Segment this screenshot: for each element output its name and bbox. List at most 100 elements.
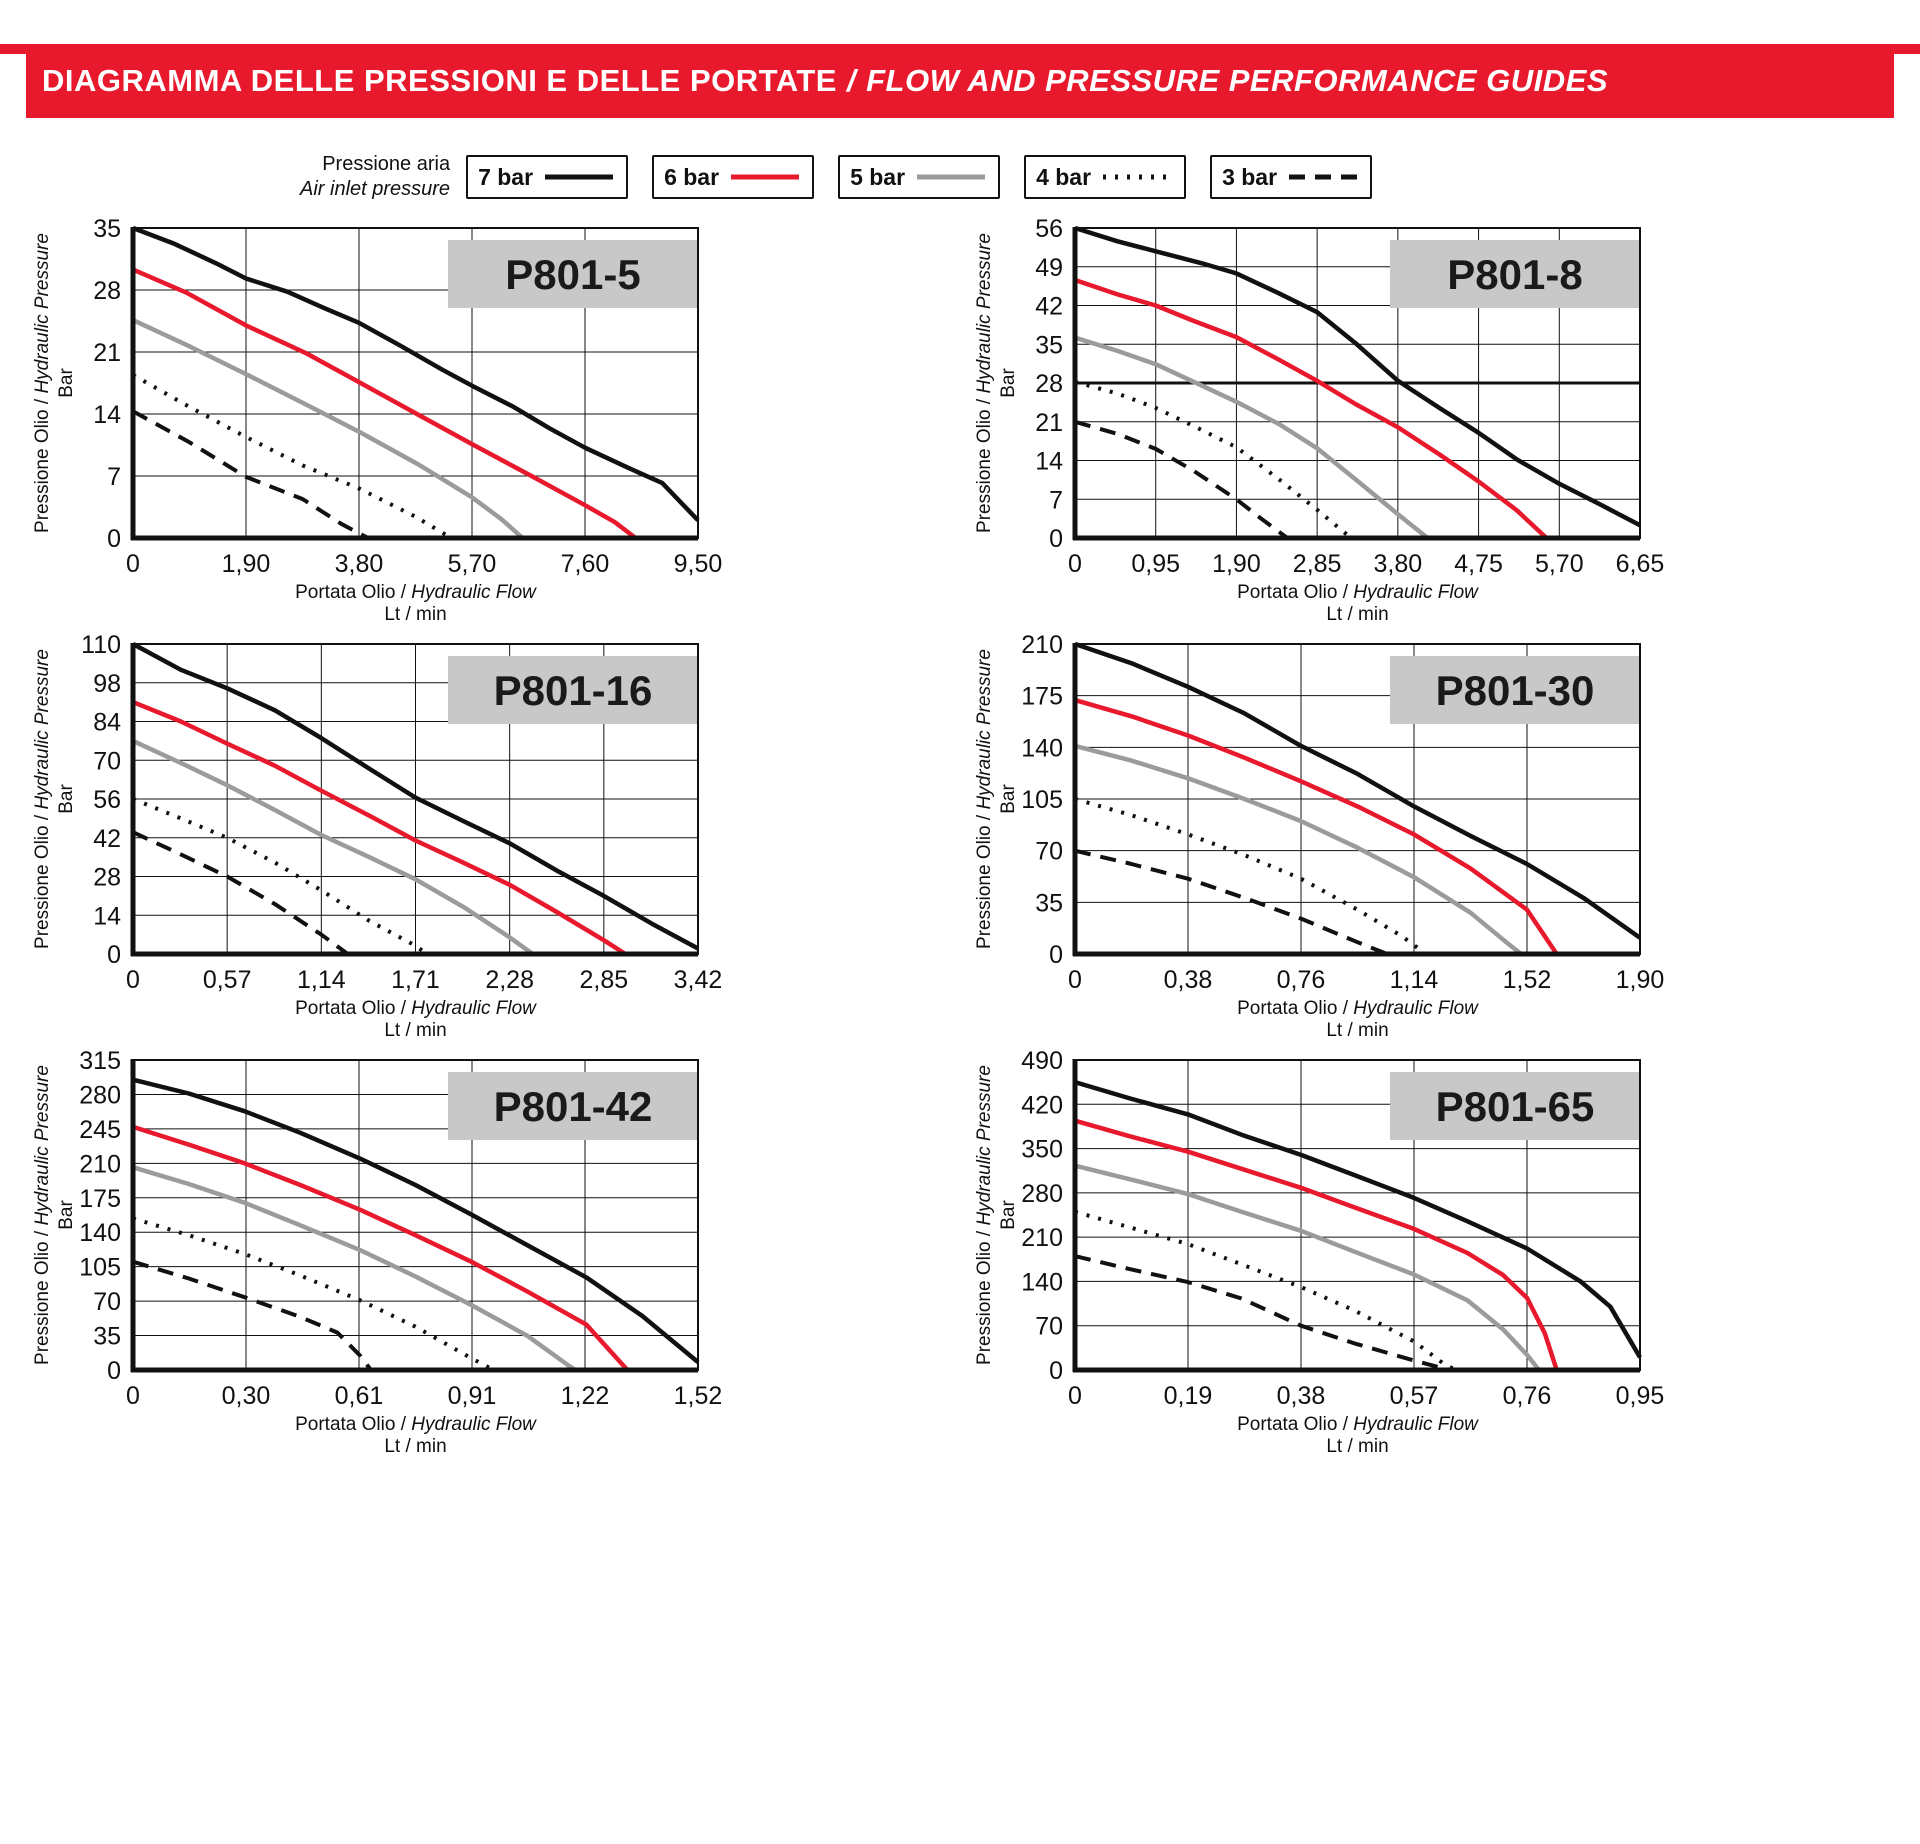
legend-item-label: 3 bar — [1222, 163, 1278, 190]
x-tick-labels: 0 0,30 0,61 0,91 1,22 1,52 — [126, 1382, 722, 1410]
y-axis-label: Pressione Olio / Hydraulic Pressure — [32, 233, 53, 533]
series-7-bar — [132, 1077, 700, 1364]
x-axis-label: Portata Olio / Hydraulic Flow — [1237, 1414, 1479, 1435]
y-axis-unit: Bar — [56, 368, 77, 398]
svg-text:4,75: 4,75 — [1454, 550, 1503, 578]
chart-canvas-p801-5: P801-5 35 28 21 14 7 00 1,90 3,80 5,70 7,60 9,50 Por… — [32, 216, 722, 625]
series-4-bar — [1074, 1209, 1457, 1372]
series-3-bar — [1074, 848, 1388, 956]
svg-text:0: 0 — [126, 966, 140, 994]
svg-text:0,95: 0,95 — [1131, 550, 1180, 578]
svg-text:28: 28 — [1035, 370, 1063, 398]
svg-text:2,28: 2,28 — [485, 966, 534, 994]
svg-text:0: 0 — [1068, 966, 1082, 994]
legend-item-4-bar: 4 bar — [1024, 155, 1187, 199]
legend-item-3-bar: 3 bar — [1210, 155, 1373, 199]
svg-text:70: 70 — [1035, 1313, 1063, 1341]
svg-text:7: 7 — [107, 463, 121, 491]
svg-text:2,85: 2,85 — [579, 966, 628, 994]
y-axis-label: Pressione Olio / Hydraulic Pressure — [32, 1065, 53, 1365]
chart-title-box — [448, 240, 698, 308]
svg-text:110: 110 — [81, 632, 121, 659]
svg-text:35: 35 — [93, 1323, 121, 1351]
series-4-bar — [1074, 797, 1428, 956]
svg-text:105: 105 — [1021, 786, 1063, 814]
chart-p801-16: P801-16 110 98 84 70 56 42 28 14 0 0 0,57 1,14 1,71 2,… — [18, 632, 960, 1044]
svg-text:56: 56 — [1035, 216, 1063, 243]
svg-text:6,65: 6,65 — [1616, 550, 1665, 578]
svg-text:1,52: 1,52 — [1503, 966, 1552, 994]
svg-text:1,90: 1,90 — [1212, 550, 1261, 578]
svg-text:0: 0 — [1068, 1382, 1082, 1410]
chart-p801-42: P801-42 315 280 245 210 175 140 105 70 35 0 0 0,30 0,… — [18, 1048, 960, 1460]
y-axis-label: Pressione Olio / Hydraulic Pressure — [32, 649, 53, 949]
series-6-bar — [1074, 697, 1559, 956]
chart-canvas-p801-16: P801-16 110 98 84 70 56 42 28 14 00 0,57 1,14 1,71 2,… — [32, 632, 723, 1041]
series-7-bar — [1074, 1079, 1642, 1359]
svg-text:210: 210 — [79, 1150, 121, 1178]
series-3-bar — [1074, 419, 1289, 540]
y-axis-unit: Bar — [998, 368, 1019, 398]
svg-text:1,71: 1,71 — [391, 966, 440, 994]
svg-text:49: 49 — [1035, 254, 1063, 282]
svg-text:315: 315 — [79, 1048, 121, 1075]
title-separator: / — [846, 63, 857, 98]
chart-title: P801-65 — [1436, 1083, 1595, 1130]
series-5-bar — [1074, 743, 1523, 956]
x-axis-label: Portata Olio / Hydraulic Flow — [295, 998, 537, 1019]
svg-text:35: 35 — [1035, 889, 1063, 917]
y-axis-label: Pressione Olio / Hydraulic Pressure — [974, 233, 995, 533]
svg-text:175: 175 — [79, 1185, 121, 1213]
svg-text:1,14: 1,14 — [297, 966, 346, 994]
svg-text:175: 175 — [1021, 683, 1063, 711]
svg-text:0,19: 0,19 — [1164, 1382, 1213, 1410]
chart-p801-30: P801-30 210 175 140 105 70 35 0 0 0,38 0,76 1,14 1,5… — [960, 632, 1902, 1044]
chart-title: P801-8 — [1447, 251, 1582, 298]
series-6-bar — [1074, 1118, 1559, 1371]
y-tick-labels: 110 98 84 70 56 42 28 14 0 — [81, 632, 121, 969]
x-axis-unit: Lt / min — [384, 604, 446, 625]
svg-text:98: 98 — [93, 670, 121, 698]
svg-text:70: 70 — [1035, 838, 1063, 866]
series-5-bar — [132, 1165, 577, 1372]
svg-text:3,42: 3,42 — [674, 966, 723, 994]
svg-text:140: 140 — [1021, 734, 1063, 762]
y-tick-labels: 35 28 21 14 7 0 — [93, 216, 121, 553]
chart-title: P801-16 — [494, 667, 653, 714]
legend-item-label: 5 bar — [850, 163, 906, 190]
svg-text:21: 21 — [93, 339, 121, 367]
x-tick-labels: 0 0,38 0,76 1,14 1,52 1,90 — [1068, 966, 1664, 994]
chart-title-box — [448, 1072, 698, 1140]
svg-text:0: 0 — [107, 1357, 121, 1385]
chart-canvas-p801-42: P801-42 315 280 245 210 175 140 105 70 35 00 0,30 0,… — [32, 1048, 722, 1457]
svg-text:1,22: 1,22 — [561, 1382, 610, 1410]
series-3-bar — [132, 830, 349, 956]
series-7-bar — [1074, 225, 1642, 528]
charts-grid: P801-5 35 28 21 14 7 0 0 1,90 3,80 5,70 7,60 9,50 Por… — [0, 202, 1920, 1460]
x-tick-labels: 0 0,95 1,90 2,85 3,80 4,75 5,70 6,65 — [1068, 550, 1664, 578]
svg-text:140: 140 — [79, 1219, 121, 1247]
svg-text:0,76: 0,76 — [1277, 966, 1326, 994]
legend-caption: Pressione aria Air inlet pressure — [300, 152, 450, 202]
y-axis-label: Pressione Olio / Hydraulic Pressure — [974, 1065, 995, 1365]
svg-text:1,52: 1,52 — [674, 1382, 723, 1410]
y-axis-label: Pressione Olio / Hydraulic Pressure — [974, 649, 995, 949]
series-3-bar — [132, 409, 369, 540]
7-bar-line-swatch-icon — [545, 174, 614, 180]
svg-text:105: 105 — [79, 1254, 121, 1282]
y-tick-labels: 315 280 245 210 175 140 105 70 35 0 — [79, 1048, 121, 1385]
svg-text:0: 0 — [1049, 1357, 1063, 1385]
chart-p801-5: P801-5 35 28 21 14 7 0 0 1,90 3,80 5,70 7,60 9,50 Por… — [18, 216, 960, 628]
svg-text:14: 14 — [1035, 448, 1063, 476]
x-axis-label: Portata Olio / Hydraulic Flow — [295, 1414, 537, 1435]
series-6-bar — [132, 1124, 630, 1372]
series-6-bar — [1074, 277, 1549, 540]
svg-text:280: 280 — [1021, 1180, 1063, 1208]
svg-text:0: 0 — [107, 525, 121, 553]
svg-text:0,38: 0,38 — [1164, 966, 1213, 994]
y-axis-unit: Bar — [998, 784, 1019, 814]
svg-text:350: 350 — [1021, 1136, 1063, 1164]
x-axis-label: Portata Olio / Hydraulic Flow — [1237, 582, 1479, 603]
page-title: DIAGRAMMA DELLE PRESSIONI E DELLE PORTAT… — [42, 63, 1608, 99]
legend: Pressione aria Air inlet pressure 7 bar 6… — [300, 152, 1920, 202]
